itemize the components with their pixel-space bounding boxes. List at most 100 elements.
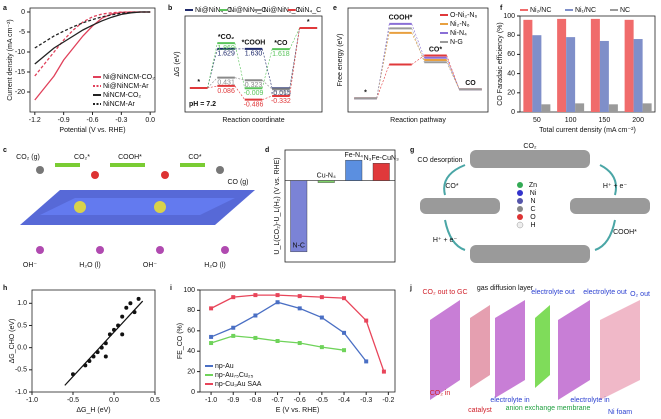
marker [342,296,347,301]
marker [297,306,302,311]
legend-label: NiN₄_C [298,7,321,14]
connector [207,85,218,89]
plate [430,300,460,400]
line [34,11,151,65]
y-tick-label: 0 [191,389,195,396]
bar [599,40,609,112]
y-tick-label: 40 [507,70,515,77]
x-tick-label: -0.5 [67,397,79,404]
y-tick-label: 0.5 [17,322,27,329]
x-tick-label: 50 [533,117,541,124]
point [87,358,92,363]
x-tick-label: 150 [599,117,611,124]
category-label: * [307,19,310,26]
point [124,305,129,310]
line [210,301,367,362]
line [34,11,151,77]
cycle-arrow [443,164,617,251]
molecule [91,171,99,179]
diagram-label: CO* [188,154,202,161]
bar [633,39,643,112]
connector [376,23,390,99]
y-tick-label: 20 [507,90,515,97]
bar [290,180,308,253]
y-tick-label: -5 [19,29,25,36]
ion [36,246,44,254]
panel-label: i [170,285,172,292]
marker [319,295,324,300]
surface-illustration [20,163,255,254]
marker [319,345,324,350]
diagram-label: OH⁻ [143,262,158,269]
connector [207,43,218,89]
y-axis-label: U_L(CO₂)-U_L(H₂) (V vs. RHE) [274,157,281,254]
x-tick-label: -1.0 [26,397,38,404]
diagram-label: H⁺ + e⁻ [433,237,458,244]
diagram-label: electrolyte in [570,397,609,404]
legend-label: Ni@NiNCM-CO₂ [103,74,155,81]
plate [558,300,590,400]
x-tick-label: -0.3 [360,397,372,404]
panel-label: h [3,285,7,292]
diagram-label: anion exchange membrane [506,405,591,412]
category-label: *CO₂ [218,34,234,41]
marker [253,313,258,318]
marker [231,295,236,300]
x-tick-label: -0.7 [272,397,284,404]
connector [411,28,425,63]
legend-label: NiNCM-Ar [103,101,136,108]
category-label: N₃Fe-CuN₃ [364,155,399,162]
diagram-label: electrolyte out [531,289,575,296]
x-tick-label: 100 [565,117,577,124]
value-label: -0.009 [244,90,264,97]
x-tick-label: -1.0 [205,397,217,404]
marker [342,330,347,335]
molecule [161,171,169,179]
x-tick-label: -0.6 [294,397,306,404]
diagram-label: N [530,198,535,205]
ion [96,246,104,254]
marker [231,325,236,330]
ion [221,246,229,254]
value-label: 1.630 [245,51,263,58]
connector [446,59,460,90]
y-tick-label: -10 [15,49,25,56]
marker [364,359,369,364]
y-tick-label: 60 [187,328,195,335]
category-label: *COOH [242,40,266,47]
bar [372,163,390,181]
point [95,350,100,355]
legend-label: Ni@NiN₂_C [264,7,301,14]
diagram-label: Ni foam [608,409,632,416]
connector [289,27,300,89]
value-label: 0.431 [217,79,235,86]
bar [557,18,567,113]
y-tick-label: 80 [187,307,195,314]
bar [624,19,634,113]
y-tick-label: 0 [21,9,25,16]
legend-dot [517,198,523,204]
y-tick-label: -20 [15,89,25,96]
x-tick-label: -0.2 [382,397,394,404]
marker [253,335,258,340]
diagram-label: OH⁻ [23,262,38,269]
legend-label: np-Cu₃Au SAA [215,381,262,388]
diagram-label: Ni [530,190,537,197]
marker [297,341,302,346]
connector [207,48,218,89]
molecule [216,166,224,174]
y-tick-label: 100 [503,13,515,20]
x-tick-label: 0.0 [109,397,119,404]
diagram-label: Zn [529,182,537,189]
sheet-highlight [40,198,235,215]
marker [209,334,214,339]
diagram-label: COOH* [118,154,142,161]
molecule [36,166,44,174]
legend-dot [517,214,523,220]
plot-frame [31,289,156,393]
value-label: -0.052 [271,91,291,98]
value-label: 1.618 [272,51,290,58]
marker [319,315,324,320]
category-label: CO* [429,46,443,53]
x-tick-label: -0.8 [249,397,261,404]
